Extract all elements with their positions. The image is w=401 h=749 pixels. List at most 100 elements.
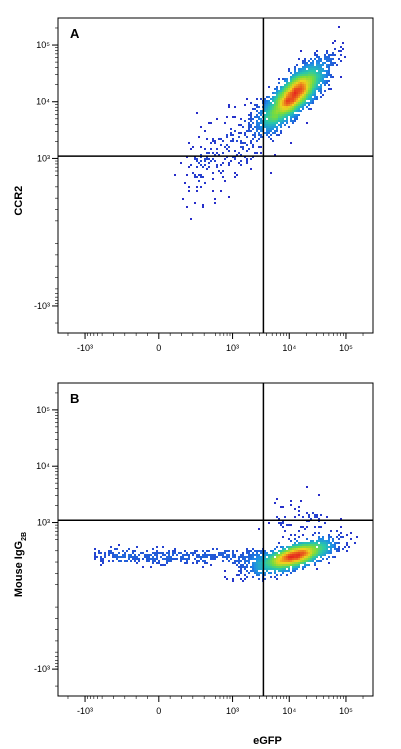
event-dot	[308, 102, 310, 104]
event-dot	[310, 88, 312, 90]
event-dot	[228, 162, 230, 164]
event-dot	[162, 552, 164, 554]
event-dot	[302, 92, 304, 94]
event-dot	[248, 128, 250, 130]
event-dot	[214, 142, 216, 144]
event-dot	[340, 54, 342, 56]
event-dot	[328, 540, 330, 542]
event-dot	[250, 558, 252, 560]
event-dot	[186, 552, 188, 554]
event-dot	[300, 556, 302, 558]
event-dot	[274, 98, 276, 100]
event-dot	[298, 560, 300, 562]
event-dot	[272, 554, 274, 556]
event-dot	[332, 58, 334, 60]
event-dot	[202, 206, 204, 208]
event-dot	[254, 568, 256, 570]
event-dot	[212, 554, 214, 556]
event-dot	[260, 146, 262, 148]
event-dot	[310, 556, 312, 558]
event-dot	[102, 558, 104, 560]
event-dot	[296, 550, 298, 552]
event-dot	[336, 530, 338, 532]
event-dot	[250, 168, 252, 170]
event-dot	[250, 116, 252, 118]
event-dot	[316, 568, 318, 570]
event-dot	[274, 560, 276, 562]
event-dot	[280, 122, 282, 124]
event-dot	[254, 562, 256, 564]
event-dot	[268, 122, 270, 124]
event-dot	[228, 104, 230, 106]
event-dot	[278, 82, 280, 84]
event-dot	[270, 172, 272, 174]
event-dot	[294, 92, 296, 94]
event-dot	[300, 560, 302, 562]
event-dot	[272, 96, 274, 98]
event-dot	[334, 544, 336, 546]
event-dot	[206, 168, 208, 170]
event-dot	[210, 564, 212, 566]
event-dot	[136, 546, 138, 548]
event-dot	[276, 126, 278, 128]
event-dot	[310, 72, 312, 74]
event-dot	[264, 578, 266, 580]
event-dot	[270, 138, 272, 140]
event-dot	[300, 558, 302, 560]
event-dot	[292, 100, 294, 102]
event-dot	[324, 544, 326, 546]
event-dot	[346, 544, 348, 546]
event-dot	[292, 560, 294, 562]
event-dot	[218, 554, 220, 556]
event-dot	[338, 538, 340, 540]
event-dot	[316, 554, 318, 556]
event-dot	[324, 542, 326, 544]
event-dot	[158, 560, 160, 562]
event-dot	[286, 92, 288, 94]
event-dot	[260, 550, 262, 552]
event-dot	[260, 564, 262, 566]
event-dot	[286, 550, 288, 552]
event-dot	[112, 552, 114, 554]
event-dot	[100, 564, 102, 566]
event-dot	[248, 560, 250, 562]
event-dot	[284, 516, 286, 518]
event-dot	[246, 570, 248, 572]
event-dot	[294, 90, 296, 92]
event-dot	[222, 152, 224, 154]
event-dot	[296, 72, 298, 74]
event-dot	[292, 120, 294, 122]
event-dot	[320, 66, 322, 68]
event-dot	[306, 80, 308, 82]
event-dot	[186, 156, 188, 158]
event-dot	[266, 130, 268, 132]
event-dot	[224, 550, 226, 552]
event-dot	[302, 78, 304, 80]
event-dot	[240, 556, 242, 558]
event-dot	[270, 566, 272, 568]
event-dot	[294, 554, 296, 556]
event-dot	[240, 570, 242, 572]
event-dot	[272, 112, 274, 114]
event-dot	[288, 524, 290, 526]
event-dot	[256, 152, 258, 154]
event-dot	[110, 552, 112, 554]
event-dot	[308, 82, 310, 84]
event-dot	[244, 558, 246, 560]
event-dot	[304, 88, 306, 90]
event-dot	[310, 86, 312, 88]
event-dot	[252, 138, 254, 140]
event-dot	[246, 576, 248, 578]
event-dot	[264, 556, 266, 558]
event-dot	[266, 106, 268, 108]
event-dot	[272, 92, 274, 94]
event-dot	[304, 558, 306, 560]
event-dot	[238, 566, 240, 568]
event-dot	[218, 552, 220, 554]
event-dot	[314, 532, 316, 534]
event-dot	[258, 132, 260, 134]
event-dot	[296, 544, 298, 546]
event-dot	[298, 100, 300, 102]
event-dot	[196, 186, 198, 188]
event-dot	[346, 542, 348, 544]
